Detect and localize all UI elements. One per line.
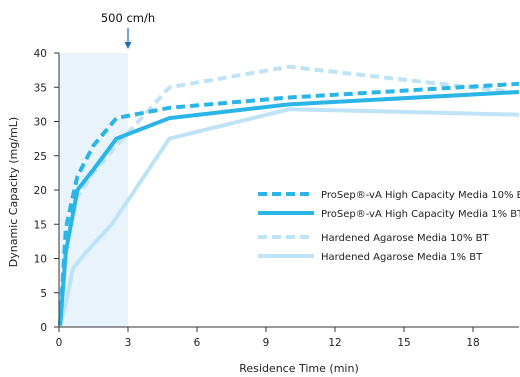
- x-tick-label: 18: [466, 337, 479, 349]
- y-axis-title: Dynamic Capacity (mg/mL): [7, 117, 20, 267]
- series-line: [58, 90, 520, 326]
- x-tick-label: 3: [125, 337, 132, 349]
- x-tick-label: 12: [328, 337, 341, 349]
- annotation-arrow-head: [124, 42, 132, 49]
- y-tick-label: 25: [34, 151, 47, 163]
- series-line: [58, 107, 520, 327]
- x-tick-label: 6: [194, 337, 201, 349]
- y-tick-label: 15: [34, 219, 47, 231]
- x-tick-label: 15: [397, 337, 410, 349]
- series-line: [58, 81, 520, 324]
- y-tick-label: 35: [34, 82, 47, 94]
- x-tick-label: 0: [56, 337, 63, 349]
- y-ticks: 0 5 10 15 20 25 30 35 40: [34, 48, 59, 334]
- y-tick-label: 20: [34, 185, 47, 197]
- legend-label: Hardened Agarose Media 1% BT: [321, 252, 483, 263]
- legend-label: ProSep®-vA High Capacity Media 10% BT: [321, 190, 520, 201]
- x-ticks: 0 3 6 9 12 15 18: [56, 327, 480, 349]
- legend-label: ProSep®-vA High Capacity Media 1% BT: [321, 209, 520, 220]
- legend-label: Hardened Agarose Media 10% BT: [321, 233, 489, 244]
- y-tick-label: 40: [34, 48, 47, 60]
- x-axis-title: Residence Time (min): [239, 362, 358, 375]
- y-tick-label: 30: [34, 117, 47, 129]
- y-tick-label: 0: [40, 322, 47, 334]
- x-tick-label: 9: [263, 337, 270, 349]
- y-tick-label: 10: [34, 254, 47, 266]
- y-tick-label: 5: [40, 288, 47, 300]
- legend: ProSep®-vA High Capacity Media 10% BT Pro…: [258, 190, 520, 263]
- annotation-label: 500 cm/h: [101, 11, 155, 25]
- annotation: 500 cm/h: [101, 11, 155, 49]
- series-layer: [58, 64, 520, 327]
